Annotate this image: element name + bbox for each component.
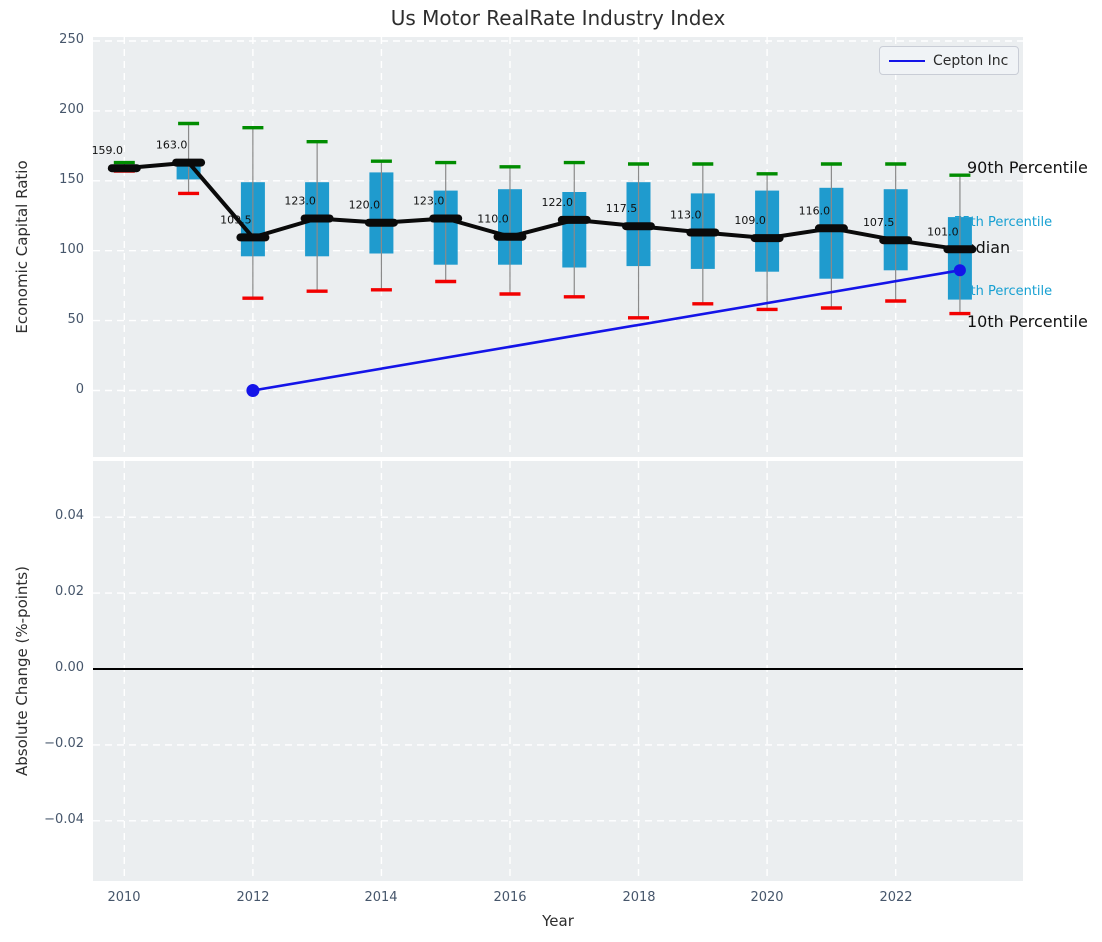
top-y-tick-label: 150 — [59, 172, 84, 187]
x-axis-label: Year — [542, 912, 574, 930]
x-tick-label: 2020 — [750, 890, 784, 905]
bottom-y-tick-label: −0.02 — [44, 736, 84, 751]
annotation-p10: 10th Percentile — [967, 312, 1088, 331]
top-y-tick-label: 100 — [59, 242, 84, 257]
x-tick-label: 2012 — [236, 890, 270, 905]
bottom-y-tick-label: 0.02 — [55, 584, 84, 599]
top-panel-background — [93, 37, 1023, 457]
legend-label: Cepton Inc — [933, 52, 1009, 69]
bottom-panel-background — [93, 461, 1023, 881]
annotation-p25: 25th Percentile — [954, 284, 1053, 299]
annotation-p90: 90th Percentile — [967, 158, 1088, 177]
top-y-tick-label: 250 — [59, 32, 84, 47]
bottom-y-tick-label: 0.04 — [55, 508, 84, 523]
top-y-tick-label: 200 — [59, 102, 84, 117]
bottom-y-tick-label: 0.00 — [55, 660, 84, 675]
annotation-p75: 75th Percentile — [954, 215, 1053, 230]
top-y-tick-label: 0 — [75, 382, 84, 397]
top-y-tick-label: 50 — [67, 312, 84, 327]
legend-line-swatch — [889, 59, 925, 62]
x-tick-label: 2014 — [364, 890, 398, 905]
x-tick-label: 2022 — [879, 890, 913, 905]
x-tick-label: 2010 — [107, 890, 141, 905]
bottom-y-tick-label: −0.04 — [44, 812, 84, 827]
annotation-median: Median — [952, 238, 1011, 257]
x-tick-label: 2018 — [622, 890, 656, 905]
x-tick-label: 2016 — [493, 890, 527, 905]
chart-title: Us Motor RealRate Industry Index — [390, 6, 726, 30]
legend: Cepton Inc — [879, 46, 1020, 75]
